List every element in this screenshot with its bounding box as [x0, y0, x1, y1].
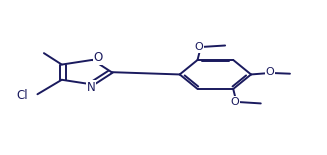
Text: N: N — [87, 81, 95, 94]
Text: O: O — [231, 97, 239, 107]
Text: O: O — [195, 42, 203, 52]
Text: O: O — [94, 51, 103, 64]
Text: Cl: Cl — [17, 89, 28, 102]
Text: O: O — [266, 67, 274, 77]
